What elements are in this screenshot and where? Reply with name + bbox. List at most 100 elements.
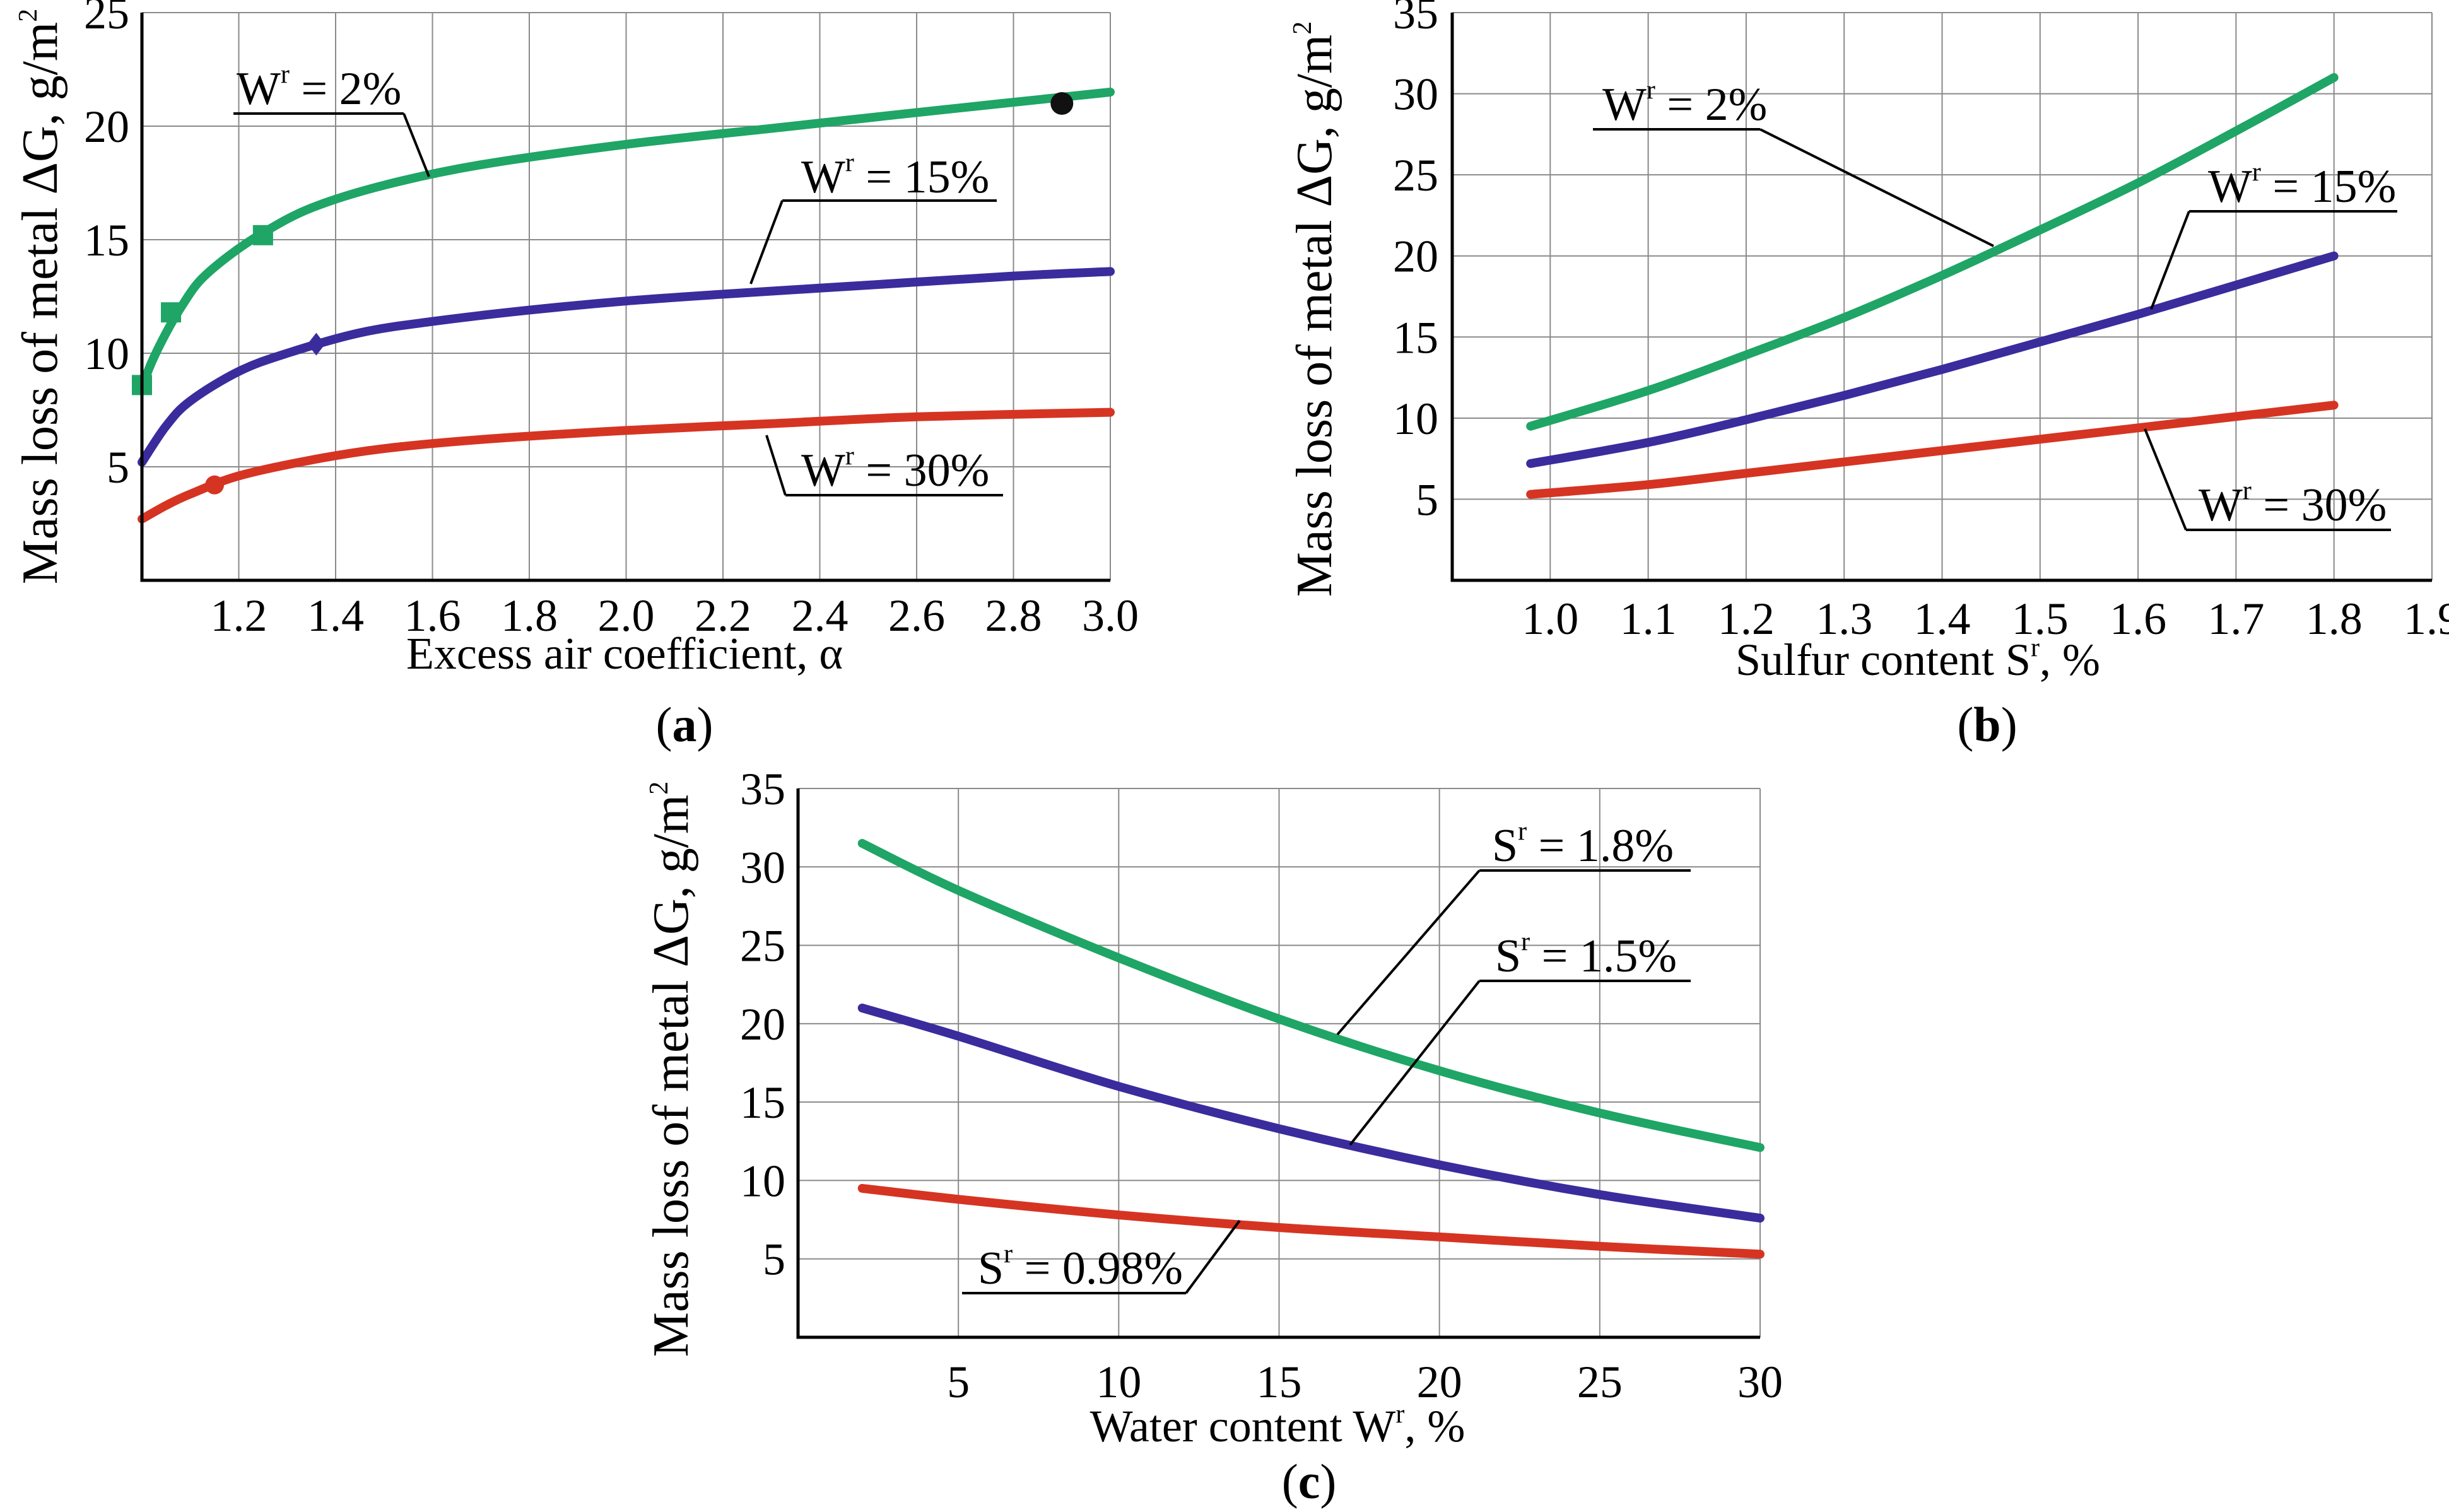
x-axis-label: Sulfur content Sr, % [1735,633,2100,685]
x-tick-label: 1.6 [404,590,461,641]
series-annotation: Wr = 30% [765,435,1003,496]
series-line-blue [1526,251,2339,468]
y-tick-label: 35 [1393,0,1438,38]
annotation-leader [1336,869,1481,1036]
x-tick-label: 1.7 [2207,594,2264,644]
y-tick-label: 10 [740,1156,785,1206]
data-marker [252,225,273,245]
x-tick-label: 1.4 [1914,594,1971,644]
y-tick-label: 25 [1393,150,1438,201]
grid [798,788,1761,1337]
annotation-leader [1185,1219,1241,1294]
x-tick-labels: 1.2 1.4 1.6 1.8 2.0 2.2 2.4 2.6 2.8 3.0 [211,590,1139,641]
series-annotation-text: Sr = 1.8% [1492,817,1674,872]
y-tick-labels: 5 10 15 20 25 30 35 [740,764,785,1285]
series-line-blue [857,1004,1765,1223]
annotations: Wr = 2% Wr = 15% Wr = 30% [1593,76,2397,531]
panel-caption: (c) [1282,1454,1337,1509]
y-axis-label: Mass loss of metal ΔG, g/m2 [643,782,699,1357]
y-tick-label: 15 [84,215,129,266]
panel-a: 1.2 1.4 1.6 1.8 2.0 2.2 2.4 2.6 2.8 3.0 510152025… [13,0,1139,752]
x-tick-label: 2.8 [985,590,1042,641]
x-axis-label: Water content Wr, % [1090,1400,1465,1451]
y-tick-label: 30 [1393,69,1438,120]
curves [1526,73,2339,499]
x-axis-label-main: Sulfur content S [1735,635,2031,685]
series-annotation: Wr = 2% [1593,76,1994,247]
x-axis-label-sup: r [1395,1400,1404,1429]
y-tick-label: 20 [740,999,785,1050]
x-tick-label: 2.4 [792,590,849,641]
series-annotation: Sr = 0.98% [962,1219,1241,1294]
x-tick-label: 25 [1577,1357,1623,1407]
x-tick-labels: 5 10 15 20 25 30 [947,1357,1783,1407]
series-annotation-text: Wr = 2% [237,60,401,115]
y-tick-label: 25 [84,0,129,38]
y-tick-labels: 5 10 15 20 25 [84,0,129,493]
panel-caption-letter: a [672,697,697,752]
series-annotation-text: Wr = 2% [1602,76,1767,131]
series-annotation-text: Wr = 30% [2199,476,2387,531]
x-tick-label: 2.6 [888,590,945,641]
panel-caption: (a) [656,697,714,752]
x-tick-label: 5 [947,1357,970,1407]
series-annotation: Wr = 15% [2150,158,2397,310]
series-annotation: Sr = 1.8% [1336,817,1691,1036]
series-line-red [1526,401,2339,499]
panel-b: 1.0 1.1 1.2 1.3 1.4 1.5 1.6 1.7 1.8 1.9 510152025… [1287,0,2449,752]
x-tick-label: 1.2 [1718,594,1775,644]
x-tick-label: 15 [1257,1357,1302,1407]
series-line-red [857,1183,1765,1259]
series-annotation: Sr = 1.5% [1349,927,1691,1146]
x-tick-label: 20 [1417,1357,1462,1407]
annotation-leader [1349,980,1481,1146]
y-tick-label: 10 [84,329,129,379]
annotation-leader [1759,128,1994,247]
y-axis-label: Mass loss of metal ΔG, g/m2 [13,9,68,584]
panel-caption: (b) [1957,697,2017,752]
x-tick-label: 10 [1096,1357,1141,1407]
annotations: Sr = 1.8% Sr = 1.5% Sr = 0.98% [962,817,1691,1294]
y-tick-label: 25 [740,921,785,971]
axes [140,13,1110,582]
y-axis-label-sup: 2 [1288,21,1317,35]
y-axis-label-main: Mass loss of metal ΔG, g/m [13,22,68,584]
x-tick-label: 30 [1737,1357,1783,1407]
y-tick-label: 5 [763,1234,785,1285]
series-annotation-text: Sr = 0.98% [978,1239,1183,1294]
y-axis-label-main: Mass loss of metal ΔG, g/m [1287,35,1342,597]
y-tick-label: 5 [1416,474,1438,525]
y-tick-label: 10 [1393,394,1438,444]
markers [132,92,1074,495]
series-annotation: Wr = 30% [2144,428,2391,531]
series-line-green [1526,73,2339,431]
series-annotation-text: Wr = 15% [2208,158,2396,213]
x-tick-label: 1.2 [211,590,267,641]
series-annotation-text: Sr = 1.5% [1495,927,1677,982]
y-tick-label: 35 [740,764,785,814]
y-tick-label: 20 [84,102,129,152]
y-axis-label: Mass loss of metal ΔG, g/m2 [1287,21,1342,597]
grid [1452,12,2433,580]
annotations: Wr = 2% Wr = 15% Wr = 30% [233,60,1003,496]
series-annotation: Wr = 15% [749,148,997,284]
y-tick-label: 20 [1393,231,1438,282]
annotation-leader [749,200,784,284]
x-tick-label: 1.8 [501,590,558,641]
x-tick-label: 1.1 [1620,594,1677,644]
series-annotation-text: Wr = 30% [801,442,989,496]
x-tick-label: 1.3 [1816,594,1872,644]
x-axis-label: Excess air coefficient, α [406,628,843,679]
x-tick-label: 1.9 [2404,594,2449,644]
annotation-leader [402,113,430,177]
x-tick-label: 1.0 [1522,594,1578,644]
y-axis-label-sup: 2 [14,9,43,22]
x-tick-label: 1.8 [2306,594,2363,644]
x-axis-label-rest: , % [1404,1401,1465,1451]
x-tick-label: 2.0 [598,590,655,641]
y-axis-label-sup: 2 [645,782,674,795]
annotation-leader [2144,428,2187,530]
x-tick-label: 1.5 [2012,594,2069,644]
x-tick-labels: 1.0 1.1 1.2 1.3 1.4 1.5 1.6 1.7 1.8 1.9 [1522,594,2449,644]
